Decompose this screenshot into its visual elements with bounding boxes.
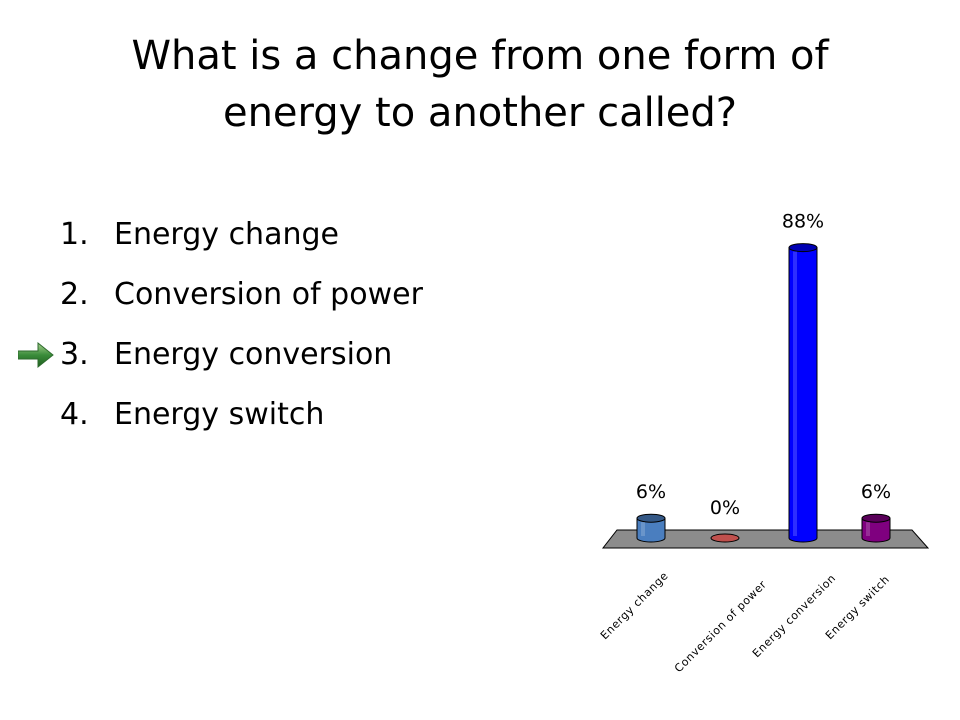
bar-4 [861,513,891,543]
answer-label: Energy conversion [114,337,393,372]
answer-number: 4. [60,397,89,432]
data-label-1: 6% [636,481,666,503]
answer-number: 1. [60,217,89,252]
answer-option-4[interactable]: 4. Energy switch [60,385,423,445]
answer-label: Energy change [114,217,339,252]
answer-list: 1. Energy change 2. Conversion of power 3.… [18,205,423,445]
answer-number: 2. [60,277,89,312]
bar-2 [710,533,740,543]
answer-option-2[interactable]: 2. Conversion of power [60,265,423,325]
answer-number: 3. [60,337,89,372]
correct-answer-arrow-icon [18,341,54,369]
data-label-3: 88% [782,211,824,233]
question-line-1: What is a change from one form of [131,33,829,79]
chart-floor [601,529,930,549]
category-label-1: Energy change [598,569,671,642]
question-line-2: energy to another called? [222,90,738,136]
answer-option-3[interactable]: 3. Energy conversion [18,325,423,385]
data-label-4: 6% [861,481,891,503]
bar-3 [788,243,818,543]
answer-label: Energy switch [114,397,325,432]
bar-1 [636,513,666,543]
answer-label: Conversion of power [114,277,423,312]
data-label-2: 0% [710,497,740,519]
question-title: What is a change from one form of energy… [0,28,960,142]
category-label-2: Conversion of power [672,578,769,675]
answer-option-1[interactable]: 1. Energy change [60,205,423,265]
